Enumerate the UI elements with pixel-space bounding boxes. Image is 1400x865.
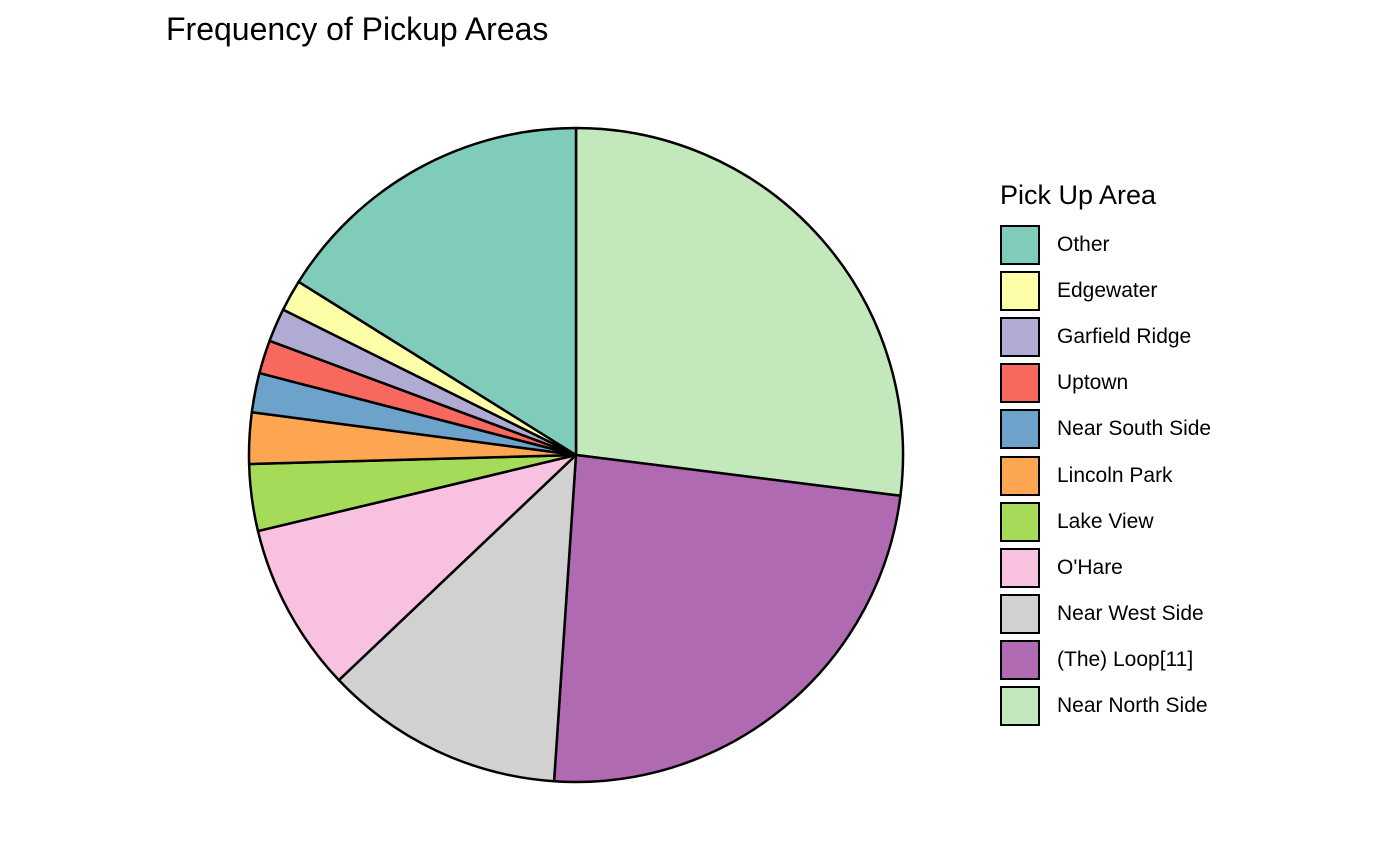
pie-slice-other	[297, 126, 578, 457]
legend-label: Near North Side	[1057, 693, 1208, 717]
legend-swatch	[1000, 409, 1040, 450]
legend: Pick Up Area Other Edgewater Garfield Ridg…	[1000, 178, 1211, 729]
pie-slice-o-hare	[256, 453, 578, 682]
legend-swatch	[1000, 547, 1040, 588]
legend-item-the-loop-11: (The) Loop[11]	[1000, 637, 1211, 683]
pie-slice-near-north-side	[574, 126, 905, 498]
legend-swatch	[1000, 501, 1040, 542]
legend-swatch	[1000, 639, 1040, 680]
legend-label: Garfield Ridge	[1057, 325, 1192, 349]
legend-swatch	[1000, 593, 1040, 634]
legend-label: Lincoln Park	[1057, 463, 1173, 487]
legend-swatch	[1000, 685, 1040, 726]
legend-item-o-hare: O'Hare	[1000, 545, 1211, 591]
legend-item-other: Other	[1000, 222, 1211, 268]
legend-label: Other	[1057, 233, 1110, 257]
legend-item-garfield-ridge: Garfield Ridge	[1000, 314, 1211, 360]
legend-label: Uptown	[1057, 371, 1129, 395]
legend-swatch	[1000, 271, 1040, 312]
legend-label: Near West Side	[1057, 601, 1204, 625]
legend-item-near-west-side: Near West Side	[1000, 591, 1211, 637]
legend-swatch	[1000, 317, 1040, 358]
legend-item-lake-view: Lake View	[1000, 499, 1211, 545]
legend-item-near-south-side: Near South Side	[1000, 406, 1211, 452]
legend-label: Lake View	[1057, 509, 1154, 533]
legend-items: Other Edgewater Garfield Ridge Uptown Near S…	[1000, 222, 1211, 729]
legend-item-uptown: Uptown	[1000, 360, 1211, 406]
legend-swatch	[1000, 225, 1040, 266]
legend-label: Edgewater	[1057, 279, 1158, 303]
legend-title: Pick Up Area	[1000, 180, 1157, 210]
chart-title: Frequency of Pickup Areas	[166, 11, 549, 47]
legend-label: (The) Loop[11]	[1057, 647, 1194, 671]
pie-slices	[247, 126, 905, 784]
legend-swatch	[1000, 455, 1040, 496]
pie-slice-the-loop-11	[552, 453, 902, 784]
legend-label: Near South Side	[1057, 417, 1212, 441]
legend-item-edgewater: Edgewater	[1000, 268, 1211, 314]
pie-slice-near-west-side	[337, 453, 578, 783]
legend-label: O'Hare	[1057, 555, 1123, 579]
legend-item-near-north-side: Near North Side	[1000, 683, 1211, 729]
legend-item-lincoln-park: Lincoln Park	[1000, 452, 1211, 498]
legend-swatch	[1000, 363, 1040, 404]
